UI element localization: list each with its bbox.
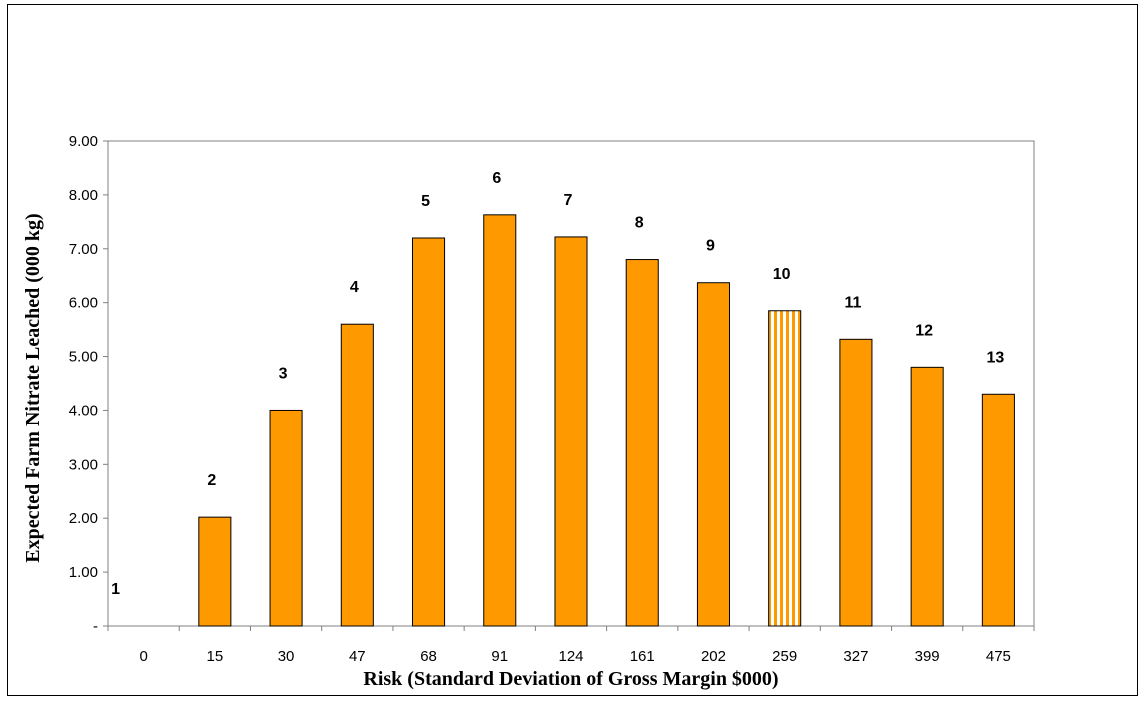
- x-axis-title: Risk (Standard Deviation of Gross Margin…: [363, 668, 778, 690]
- x-tick-label: 0: [139, 648, 147, 665]
- x-tick-label: 259: [772, 648, 797, 665]
- y-tick-label: -: [93, 618, 98, 635]
- y-tick-label: 1.00: [69, 564, 98, 581]
- bar-label: 13: [986, 349, 1004, 366]
- bar: [696, 282, 730, 627]
- bar: [483, 214, 517, 627]
- x-tick-label: 399: [915, 648, 940, 665]
- x-tick-label: 161: [630, 648, 655, 665]
- y-axis-title: Expected Farm Nitrate Leached (000 kg): [22, 213, 44, 562]
- bar: [910, 366, 944, 627]
- bar-label: 12: [915, 322, 933, 339]
- x-tick-label: 30: [278, 648, 295, 665]
- y-tick-label: 9.00: [69, 133, 98, 150]
- bar: [625, 259, 659, 627]
- bar: [839, 338, 873, 627]
- bar: [554, 236, 588, 627]
- y-tick-label: 5.00: [69, 349, 98, 366]
- x-tick-label: 327: [843, 648, 868, 665]
- x-tick-label: 47: [349, 648, 366, 665]
- bar: [981, 393, 1015, 627]
- bar-label: 5: [421, 193, 430, 210]
- x-tick-label: 68: [420, 648, 437, 665]
- x-tick-label: 202: [701, 648, 726, 665]
- y-tick-label: 2.00: [69, 510, 98, 527]
- x-tick-label: 475: [986, 648, 1011, 665]
- bar: [412, 237, 446, 627]
- bar-label: 2: [207, 472, 216, 489]
- bar-highlighted: [768, 310, 802, 627]
- bar-label: 7: [564, 192, 573, 209]
- bar-label: 3: [279, 365, 288, 382]
- y-tick-label: 3.00: [69, 456, 98, 473]
- y-tick-label: 6.00: [69, 295, 98, 312]
- bar-label: 1: [111, 581, 120, 598]
- y-tick-label: 8.00: [69, 187, 98, 204]
- x-tick-label: 15: [207, 648, 224, 665]
- y-tick-label: 4.00: [69, 402, 98, 419]
- bar-label: 4: [350, 279, 359, 296]
- bar-label: 10: [773, 266, 791, 283]
- bar: [340, 323, 374, 627]
- bar-label: 6: [492, 170, 501, 187]
- y-tick-label: 7.00: [69, 241, 98, 258]
- bar: [269, 409, 303, 627]
- bar-label: 9: [706, 238, 715, 255]
- x-tick-label: 91: [491, 648, 508, 665]
- x-tick-label: 124: [558, 648, 583, 665]
- bar-label: 11: [844, 294, 861, 311]
- bar-label: 8: [635, 215, 644, 232]
- bar: [198, 516, 232, 627]
